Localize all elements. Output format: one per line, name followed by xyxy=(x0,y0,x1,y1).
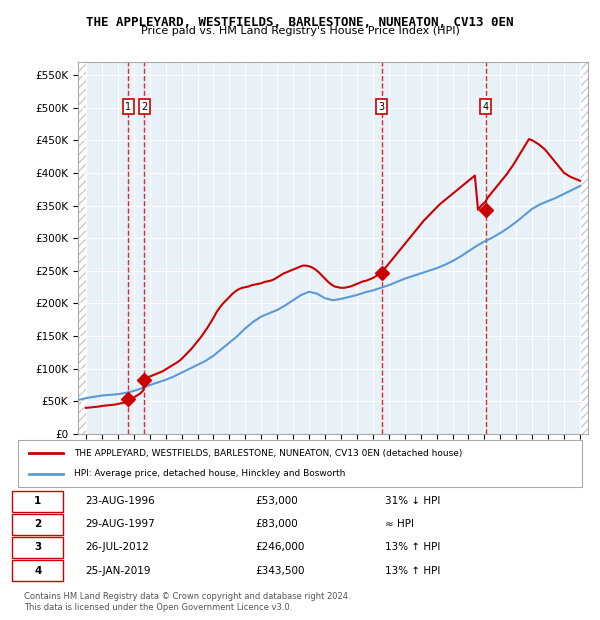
Text: £246,000: £246,000 xyxy=(255,542,304,552)
Text: Price paid vs. HM Land Registry's House Price Index (HPI): Price paid vs. HM Land Registry's House … xyxy=(140,26,460,36)
Text: 2: 2 xyxy=(34,520,41,529)
Bar xyxy=(580,62,588,434)
Text: 29-AUG-1997: 29-AUG-1997 xyxy=(86,520,155,529)
Text: THE APPLEYARD, WESTFIELDS, BARLESTONE, NUNEATON, CV13 0EN (detached house): THE APPLEYARD, WESTFIELDS, BARLESTONE, N… xyxy=(74,449,463,458)
FancyBboxPatch shape xyxy=(13,514,63,535)
FancyBboxPatch shape xyxy=(18,440,582,487)
Text: THE APPLEYARD, WESTFIELDS, BARLESTONE, NUNEATON, CV13 0EN: THE APPLEYARD, WESTFIELDS, BARLESTONE, N… xyxy=(86,16,514,29)
FancyBboxPatch shape xyxy=(13,537,63,558)
Text: 3: 3 xyxy=(379,102,385,112)
Text: 4: 4 xyxy=(482,102,488,112)
Text: 3: 3 xyxy=(34,542,41,552)
Text: 23-AUG-1996: 23-AUG-1996 xyxy=(86,497,155,507)
Text: 25-JAN-2019: 25-JAN-2019 xyxy=(86,565,151,575)
Text: 13% ↑ HPI: 13% ↑ HPI xyxy=(385,542,440,552)
Text: ≈ HPI: ≈ HPI xyxy=(385,520,413,529)
Text: £83,000: £83,000 xyxy=(255,520,298,529)
Text: HPI: Average price, detached house, Hinckley and Bosworth: HPI: Average price, detached house, Hinc… xyxy=(74,469,346,478)
Text: 4: 4 xyxy=(34,565,41,575)
Text: 13% ↑ HPI: 13% ↑ HPI xyxy=(385,565,440,575)
Text: 26-JUL-2012: 26-JUL-2012 xyxy=(86,542,149,552)
Text: Contains HM Land Registry data © Crown copyright and database right 2024.
This d: Contains HM Land Registry data © Crown c… xyxy=(24,592,350,611)
FancyBboxPatch shape xyxy=(13,560,63,581)
Text: 31% ↓ HPI: 31% ↓ HPI xyxy=(385,497,440,507)
Text: 1: 1 xyxy=(34,497,41,507)
Text: £343,500: £343,500 xyxy=(255,565,304,575)
Text: 2: 2 xyxy=(141,102,148,112)
Bar xyxy=(78,62,86,434)
Text: 1: 1 xyxy=(125,102,131,112)
FancyBboxPatch shape xyxy=(13,491,63,512)
Text: £53,000: £53,000 xyxy=(255,497,298,507)
Bar xyxy=(78,62,86,434)
Bar xyxy=(580,62,588,434)
